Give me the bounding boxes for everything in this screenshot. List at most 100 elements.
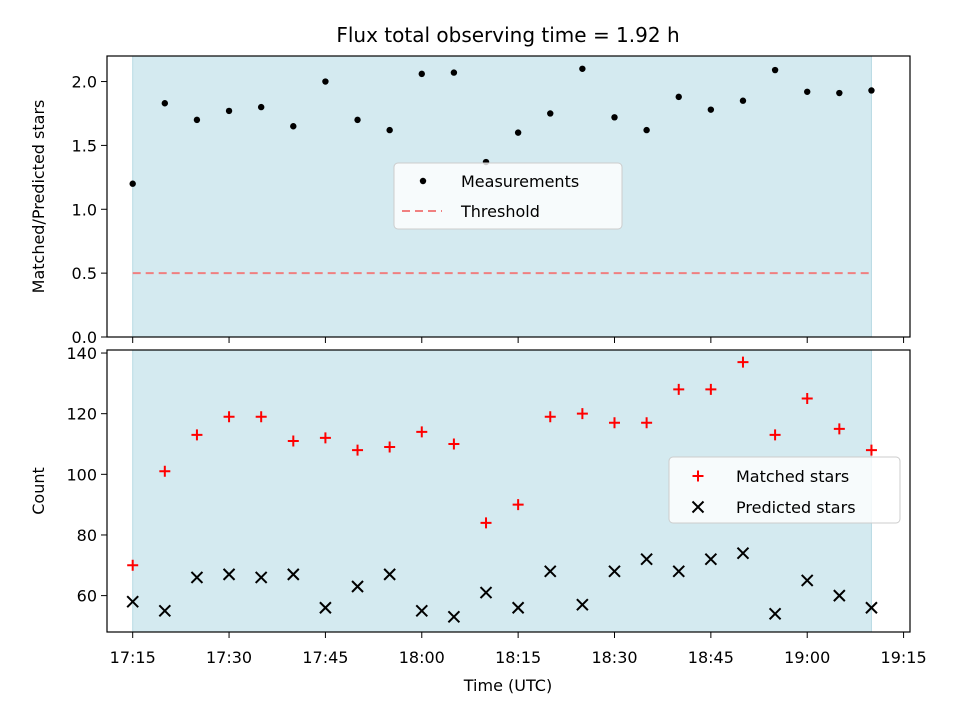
predicted-star-point xyxy=(768,607,782,621)
predicted-star-point xyxy=(126,595,139,608)
x-tick-label: 18:30 xyxy=(591,648,637,667)
predicted-star-point xyxy=(736,546,750,560)
measurement-point xyxy=(611,114,618,121)
top-legend: Measurements Threshold xyxy=(393,162,623,230)
matched-star-point xyxy=(833,423,845,435)
matched-star-point xyxy=(769,429,781,441)
matched-star-point xyxy=(705,383,717,395)
measurement-point xyxy=(322,78,329,85)
measurement-point xyxy=(514,129,522,136)
matched-star-point xyxy=(801,393,813,405)
y-tick-label: 1.5 xyxy=(72,136,97,155)
legend-measurement-marker xyxy=(419,177,427,185)
predicted-star-point xyxy=(190,571,204,584)
legend-box xyxy=(393,162,623,230)
measurement-point xyxy=(579,65,586,72)
top-panel: 0.0 0.5 1.0 1.5 2.0 Matched/Predicted stars Me… xyxy=(29,55,911,347)
measurement-point xyxy=(707,106,715,113)
matched-star-point xyxy=(608,417,620,429)
legend-threshold-label: Threshold xyxy=(460,202,540,221)
predicted-star-point xyxy=(158,604,172,617)
y-axis-label: Matched/Predicted stars xyxy=(29,100,48,294)
measurement-point xyxy=(290,123,297,130)
measurement-point xyxy=(804,88,811,95)
matched-star-point xyxy=(191,429,203,441)
x-tick-label: 18:15 xyxy=(495,648,541,667)
matched-star-point xyxy=(416,426,428,438)
predicted-star-point xyxy=(415,604,428,617)
matched-star-point xyxy=(512,499,524,511)
y-tick-label: 100 xyxy=(66,465,97,484)
matched-star-point xyxy=(673,383,685,395)
x-tick-label: 18:00 xyxy=(399,648,445,667)
matched-star-point xyxy=(865,444,877,456)
predicted-star-point xyxy=(640,553,653,566)
y-axis-label: Count xyxy=(29,467,48,515)
measurement-point xyxy=(161,100,169,107)
y-tick-label: 60 xyxy=(77,587,97,606)
x-tick-label: 17:30 xyxy=(206,648,252,667)
predicted-star-point xyxy=(704,553,718,566)
legend-predicted-label: Predicted stars xyxy=(736,498,856,517)
predicted-star-point xyxy=(608,565,621,578)
predicted-star-point xyxy=(833,589,846,602)
predicted-star-point xyxy=(672,565,685,578)
y-tick-label: 1.0 xyxy=(72,200,97,219)
y-tick-label: 80 xyxy=(77,526,97,545)
measurement-point xyxy=(193,116,201,124)
matched-star-point xyxy=(352,444,364,456)
predicted-star-point xyxy=(865,601,878,614)
measurement-point xyxy=(771,66,779,74)
measurement-point xyxy=(450,69,458,76)
top-axes-frame xyxy=(106,55,911,338)
predicted-star-point xyxy=(511,601,525,614)
matched-star-point xyxy=(737,356,749,368)
matched-star-point xyxy=(223,411,235,423)
predicted-star-point xyxy=(287,568,300,581)
matched-star-point xyxy=(576,408,588,420)
x-tick-label: 17:45 xyxy=(302,648,348,667)
y-tick-label: 0.5 xyxy=(72,264,97,283)
predicted-star-point xyxy=(222,568,236,581)
matched-star-point xyxy=(319,432,331,444)
x-tick-label: 18:45 xyxy=(688,648,734,667)
predicted-star-point xyxy=(319,601,332,614)
measurement-point xyxy=(868,87,875,94)
predicted-star-point xyxy=(254,571,268,584)
bottom-legend: Matched stars Predicted stars xyxy=(668,456,901,524)
measurement-point xyxy=(547,110,554,117)
matched-star-point xyxy=(544,411,556,423)
predicted-star-point xyxy=(351,580,364,593)
predicted-star-point xyxy=(383,568,396,581)
measurement-point xyxy=(643,126,650,134)
y-tick-label: 2.0 xyxy=(72,73,97,92)
x-tick-label: 19:00 xyxy=(784,648,830,667)
matched-star-point xyxy=(287,435,299,447)
measurement-point xyxy=(386,126,393,134)
matched-star-point xyxy=(641,417,653,429)
matched-star-point xyxy=(448,438,460,450)
measurement-point xyxy=(257,103,265,111)
legend-box xyxy=(668,456,901,524)
bottom-axes-frame xyxy=(106,349,911,633)
measurement-point xyxy=(675,93,682,101)
measurement-point xyxy=(354,116,361,124)
chart-title: Flux total observing time = 1.92 h xyxy=(336,23,679,47)
matched-star-point xyxy=(255,411,267,423)
matched-star-point xyxy=(480,517,492,529)
measurement-point xyxy=(225,107,233,115)
x-tick-label: 19:15 xyxy=(881,648,927,667)
legend-measurements-label: Measurements xyxy=(461,172,579,191)
predicted-star-point xyxy=(801,574,814,587)
predicted-star-point xyxy=(479,586,493,599)
measurement-point xyxy=(739,97,747,104)
matched-star-point xyxy=(127,559,139,571)
y-tick-label: 140 xyxy=(66,344,97,363)
x-axis-label: Time (UTC) xyxy=(463,676,552,695)
predicted-star-point xyxy=(576,598,589,611)
matched-star-point xyxy=(159,465,171,477)
y-tick-label: 0.0 xyxy=(72,328,97,347)
measurement-point xyxy=(418,70,425,78)
legend-matched-label: Matched stars xyxy=(736,467,849,486)
